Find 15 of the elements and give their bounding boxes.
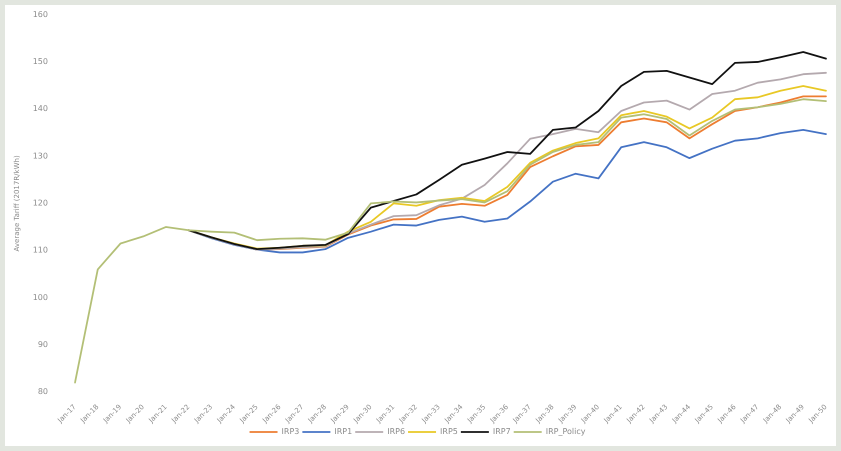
y-tick-label: 100 bbox=[32, 292, 48, 302]
legend-label: IRP1 bbox=[334, 427, 352, 436]
legend-label: IRP5 bbox=[440, 427, 458, 436]
y-tick-label: 120 bbox=[32, 198, 48, 208]
y-tick-label: 160 bbox=[32, 10, 48, 19]
y-tick-label: 90 bbox=[38, 340, 48, 349]
legend-label: IRP_Policy bbox=[546, 427, 586, 436]
y-tick-label: 110 bbox=[32, 246, 48, 255]
y-tick-label: 80 bbox=[38, 387, 48, 396]
legend-label: IRP7 bbox=[492, 427, 511, 436]
y-tick-label: 130 bbox=[32, 151, 48, 160]
y-tick-label: 140 bbox=[32, 104, 48, 114]
legend-label: IRP6 bbox=[387, 427, 406, 436]
y-tick-label: 150 bbox=[32, 57, 48, 66]
legend-label: IRP3 bbox=[282, 427, 300, 436]
